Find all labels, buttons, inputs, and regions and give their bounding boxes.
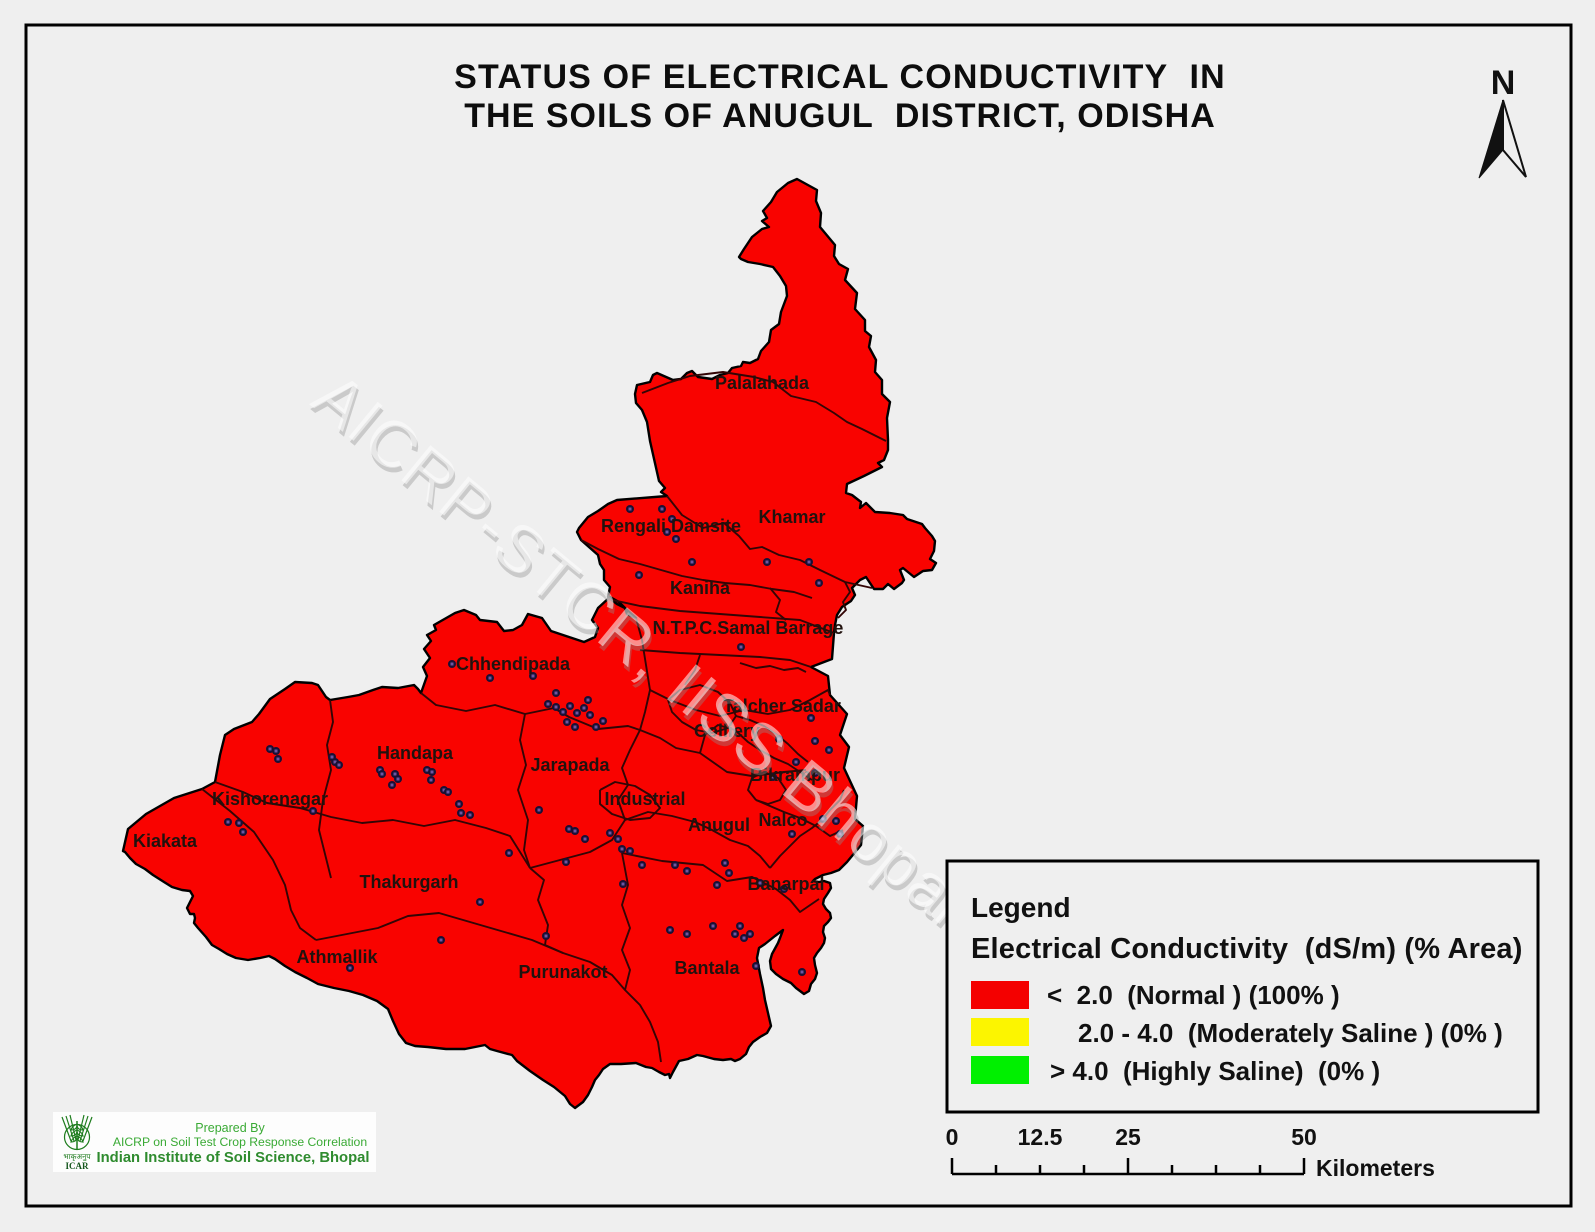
svg-text:Thakurgarh: Thakurgarh [359, 872, 458, 892]
svg-text:Anugul: Anugul [688, 815, 750, 835]
svg-text:< 2.0 (Normal ) (100% ): < 2.0 (Normal ) (100% ) [1047, 980, 1340, 1010]
svg-text:Handapa: Handapa [377, 743, 454, 763]
svg-text:Banarpal: Banarpal [747, 874, 824, 894]
svg-text:Athmallik: Athmallik [296, 947, 378, 967]
svg-text:Purunakot: Purunakot [518, 962, 607, 982]
svg-text:Khamar: Khamar [758, 507, 825, 527]
svg-text:Rengali Damsite: Rengali Damsite [601, 516, 741, 536]
svg-text:Electrical Conductivity (dS/m: Electrical Conductivity (dS/m) (% Area) [971, 933, 1523, 965]
svg-text:N.T.P.C.Samal Barrage: N.T.P.C.Samal Barrage [653, 618, 844, 638]
svg-text:N: N [1491, 64, 1516, 102]
svg-text:Kiakata: Kiakata [133, 831, 198, 851]
svg-text:Industrial: Industrial [604, 789, 685, 809]
svg-text:> 4.0 (Highly Saline) (0% ): > 4.0 (Highly Saline) (0% ) [1050, 1056, 1380, 1086]
svg-text:THE SOILS OF ANUGUL DISTRICT,: THE SOILS OF ANUGUL DISTRICT, ODISHA [464, 97, 1216, 135]
svg-text:Bantala: Bantala [674, 958, 740, 978]
svg-text:Kaniha: Kaniha [670, 578, 731, 598]
svg-text:12.5: 12.5 [1018, 1124, 1063, 1150]
svg-text:Nalco: Nalco [758, 810, 807, 830]
svg-text:Jarapada: Jarapada [530, 755, 610, 775]
svg-text:भाकृअनुप: भाकृअनुप [63, 1152, 91, 1162]
svg-text:Kilometers: Kilometers [1316, 1155, 1435, 1181]
svg-text:25: 25 [1115, 1124, 1141, 1150]
svg-text:ICAR: ICAR [65, 1161, 89, 1171]
svg-text:Indian Institute of Soil Scien: Indian Institute of Soil Science, Bhopal [97, 1150, 370, 1166]
svg-text:Colliery: Colliery [694, 721, 760, 741]
svg-text:Kishorenagar: Kishorenagar [212, 789, 328, 809]
svg-text:Chhendipada: Chhendipada [456, 654, 571, 674]
svg-text:Talcher Sadar: Talcher Sadar [723, 696, 841, 716]
svg-text:Palalahada: Palalahada [715, 373, 810, 393]
svg-text:Prepared By: Prepared By [195, 1121, 265, 1135]
svg-text:Legend: Legend [971, 892, 1071, 923]
svg-text:Bikrampur: Bikrampur [750, 765, 840, 785]
svg-text:2.0 - 4.0 (Moderately Saline: 2.0 - 4.0 (Moderately Saline ) (0% ) [1078, 1018, 1503, 1048]
svg-text:50: 50 [1291, 1124, 1317, 1150]
svg-text:AICRP on Soil Test Crop Respon: AICRP on Soil Test Crop Response Correla… [113, 1135, 367, 1149]
svg-text:0: 0 [946, 1124, 959, 1150]
svg-text:STATUS OF ELECTRICAL CONDUCTIV: STATUS OF ELECTRICAL CONDUCTIVITY IN [454, 58, 1226, 96]
